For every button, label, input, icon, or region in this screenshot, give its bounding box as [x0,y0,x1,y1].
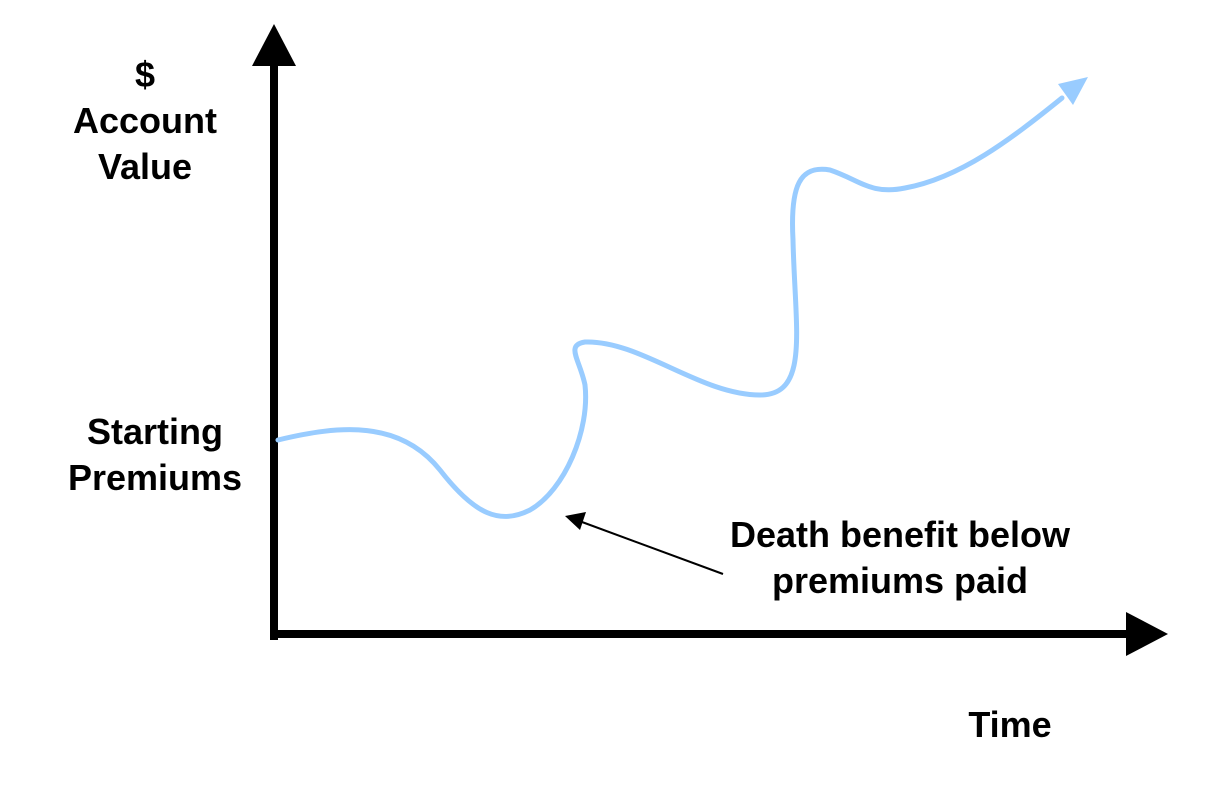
annotation-arrow-line [581,521,724,575]
annotation-arrowhead [565,512,586,530]
x-axis-label: Time [968,704,1052,745]
y-axis-label-line1: Account [73,100,217,141]
y-axis-label: $ Account Value [40,52,250,190]
starting-premiums-label: Starting Premiums [40,409,270,501]
y-axis-arrowhead [252,24,296,66]
starting-premiums-line1: Starting [86,411,223,452]
annotation-label: Death benefit below premiums paid [700,512,1100,604]
y-axis-label-line2: Value [97,146,193,187]
account-value-curve [275,95,1065,519]
x-axis-arrowhead [1126,612,1168,656]
curve-arrowhead [1058,77,1088,105]
annotation-line2: premiums paid [771,560,1029,601]
starting-premiums-line2: Premiums [67,457,243,498]
annotation-line1: Death benefit below [729,514,1071,555]
y-axis-symbol: $ [134,54,156,95]
